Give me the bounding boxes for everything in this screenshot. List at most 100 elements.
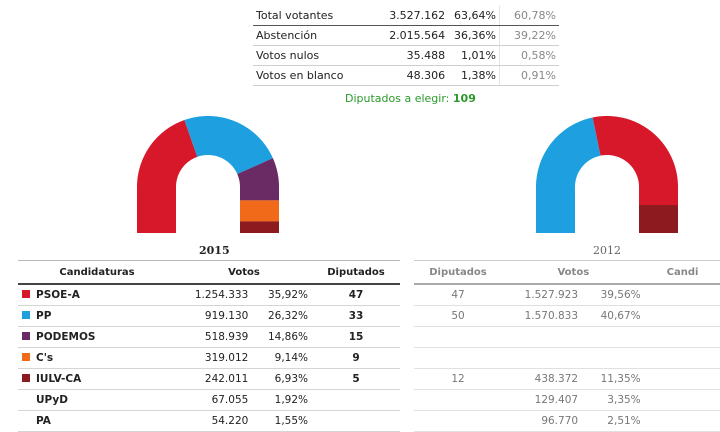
votes-cell: 518.939 xyxy=(176,326,253,348)
summary-row: Total votantes 3.527.162 63,64% 60,78% xyxy=(253,6,559,26)
votes-cell-2012 xyxy=(502,347,583,369)
party-cell: C's xyxy=(18,347,176,369)
seats-cell: 5 xyxy=(312,368,400,390)
party-color-swatch xyxy=(22,353,30,361)
pct-cell-2012: 11,35% xyxy=(582,368,645,390)
pct-cell: 1,92% xyxy=(252,389,312,411)
header-candidaturas-2012: Candi xyxy=(644,260,720,285)
seat-segment-pp xyxy=(536,117,601,233)
year-label-2012: 2012 xyxy=(593,244,621,257)
table-row-2012 xyxy=(414,326,720,348)
seats-cell-2012 xyxy=(414,389,502,411)
diputados-value: 109 xyxy=(452,92,476,105)
diputados-label: Diputados a elegir: xyxy=(345,92,450,105)
diputados-a-elegir: Diputados a elegir: 109 xyxy=(345,92,476,105)
summary-pct: 63,64% xyxy=(448,6,500,26)
seat-segment-pp xyxy=(184,116,273,175)
seats-cell-2012 xyxy=(414,326,502,348)
results-table-2015: Candidaturas Votos Diputados PSOE-A 1.254… xyxy=(18,260,400,432)
table-row: C's 319.012 9,14% 9 xyxy=(18,347,400,369)
seats-cell: 9 xyxy=(312,347,400,369)
party-color-swatch xyxy=(22,416,30,424)
table-row-2012 xyxy=(414,347,720,369)
party-cell: IULV-CA xyxy=(18,368,176,390)
seat-segment-podemos xyxy=(237,158,279,201)
votes-cell-2012: 1.527.923 xyxy=(502,284,583,306)
summary-votes: 2.015.564 xyxy=(368,25,449,46)
pct-cell: 26,32% xyxy=(252,305,312,327)
party-color-swatch xyxy=(22,395,30,403)
pct-cell-2012 xyxy=(582,347,645,369)
party-cell: PA xyxy=(18,410,176,432)
summary-table: Total votantes 3.527.162 63,64% 60,78% Abste… xyxy=(253,6,559,86)
table-row-2012: 129.407 3,35% xyxy=(414,389,720,411)
votes-cell: 319.012 xyxy=(176,347,253,369)
candidatura-cell-2012 xyxy=(644,305,720,327)
table-row-2012: 47 1.527.923 39,56% xyxy=(414,284,720,306)
seat-segment-psoe-a xyxy=(137,120,198,233)
party-cell: UPyD xyxy=(18,389,176,411)
summary-pct-previous: 0,58% xyxy=(499,45,559,66)
hemicycle-chart-2012 xyxy=(536,116,678,233)
summary-row: Votos nulos 35.488 1,01% 0,58% xyxy=(253,45,559,66)
seat-segment-psoe-a xyxy=(592,116,678,206)
votes-cell-2012: 438.372 xyxy=(502,368,583,390)
pct-cell: 6,93% xyxy=(252,368,312,390)
seat-segment-c-s xyxy=(240,200,279,222)
pct-cell-2012: 2,51% xyxy=(582,410,645,432)
seats-cell xyxy=(312,389,400,411)
pct-cell: 14,86% xyxy=(252,326,312,348)
summary-label: Votos nulos xyxy=(253,45,369,66)
votes-cell-2012: 1.570.833 xyxy=(502,305,583,327)
summary-pct: 1,01% xyxy=(448,45,500,66)
candidatura-cell-2012 xyxy=(644,410,720,432)
party-color-swatch xyxy=(22,311,30,319)
party-name: PA xyxy=(36,415,51,427)
summary-pct-previous: 0,91% xyxy=(499,65,559,86)
summary-votes: 35.488 xyxy=(368,45,449,66)
party-name: C's xyxy=(36,352,54,364)
seat-segment-iulv-ca xyxy=(639,205,678,233)
seats-cell-2012: 12 xyxy=(414,368,502,390)
seats-cell-2012: 50 xyxy=(414,305,502,327)
votes-cell: 1.254.333 xyxy=(176,284,253,306)
party-color-swatch xyxy=(22,290,30,298)
votes-cell-2012: 129.407 xyxy=(502,389,583,411)
party-name: IULV-CA xyxy=(36,373,82,385)
pct-cell-2012: 39,56% xyxy=(582,284,645,306)
summary-row: Abstención 2.015.564 36,36% 39,22% xyxy=(253,25,559,46)
table-row-2012: 50 1.570.833 40,67% xyxy=(414,305,720,327)
votes-cell: 242.011 xyxy=(176,368,253,390)
party-cell: PODEMOS xyxy=(18,326,176,348)
candidatura-cell-2012 xyxy=(644,326,720,348)
pct-cell-2012: 40,67% xyxy=(582,305,645,327)
results-table-2012: Diputados Votos Candi 47 1.527.923 39,56% 5… xyxy=(414,260,720,432)
table-row: PA 54.220 1,55% xyxy=(18,410,400,432)
table-row-2012: 96.770 2,51% xyxy=(414,410,720,432)
candidatura-cell-2012 xyxy=(644,368,720,390)
seats-cell: 15 xyxy=(312,326,400,348)
summary-pct-previous: 39,22% xyxy=(499,25,559,46)
votes-cell: 54.220 xyxy=(176,410,253,432)
summary-row: Votos en blanco 48.306 1,38% 0,91% xyxy=(253,65,559,86)
party-name: PSOE-A xyxy=(36,289,80,301)
pct-cell: 9,14% xyxy=(252,347,312,369)
seats-cell: 33 xyxy=(312,305,400,327)
candidatura-cell-2012 xyxy=(644,284,720,306)
votes-cell-2012: 96.770 xyxy=(502,410,583,432)
pct-cell-2012 xyxy=(582,326,645,348)
candidatura-cell-2012 xyxy=(644,389,720,411)
summary-label: Total votantes xyxy=(253,6,369,26)
party-name: PODEMOS xyxy=(36,331,96,343)
summary-votes: 48.306 xyxy=(368,65,449,86)
header-diputados: Diputados xyxy=(312,260,400,285)
summary-pct: 1,38% xyxy=(448,65,500,86)
table-row-2012: 12 438.372 11,35% xyxy=(414,368,720,390)
party-cell: PSOE-A xyxy=(18,284,176,306)
summary-pct: 36,36% xyxy=(448,25,500,46)
table-row: PSOE-A 1.254.333 35,92% 47 xyxy=(18,284,400,306)
seat-segment-iulv-ca xyxy=(240,221,279,233)
summary-pct-previous: 60,78% xyxy=(499,6,559,26)
table-row: IULV-CA 242.011 6,93% 5 xyxy=(18,368,400,390)
header-candidaturas: Candidaturas xyxy=(18,260,176,285)
